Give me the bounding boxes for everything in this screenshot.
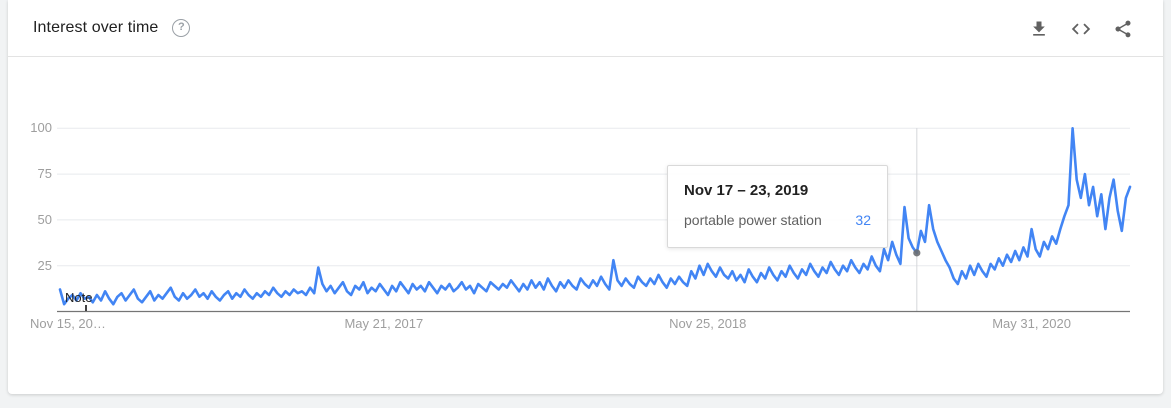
- download-button[interactable]: [1027, 17, 1051, 41]
- y-axis-tick-label: 50: [37, 211, 52, 227]
- y-axis-tick-label: 75: [37, 166, 52, 182]
- x-axis-tick-label: Nov 15, 20…: [30, 316, 106, 331]
- card-actions: [1027, 0, 1135, 57]
- interest-over-time-card: Interest over time ?: [8, 0, 1163, 394]
- share-button[interactable]: [1111, 17, 1135, 41]
- y-axis-tick-label: 100: [30, 120, 52, 136]
- note-annotation[interactable]: Note: [65, 290, 93, 305]
- x-axis-tick-label: May 21, 2017: [344, 316, 424, 331]
- x-axis-tick-label: May 31, 2020: [992, 316, 1071, 331]
- embed-button[interactable]: [1069, 17, 1093, 41]
- y-axis-tick-label: 25: [37, 257, 52, 273]
- card-title: Interest over time: [33, 19, 159, 36]
- tooltip-series-label: portable power station: [684, 212, 822, 228]
- note-annotation-tick: [85, 305, 87, 311]
- tooltip-value: 32: [855, 212, 871, 228]
- card-header: Interest over time ?: [8, 0, 1163, 57]
- share-icon: [1115, 20, 1131, 37]
- tooltip-row: portable power station 32: [684, 212, 871, 228]
- help-icon[interactable]: ?: [172, 19, 191, 37]
- code-embed-icon: [1071, 23, 1091, 34]
- chart-tooltip: Nov 17 – 23, 2019 portable power station…: [667, 165, 888, 248]
- x-axis-tick-label: Nov 25, 2018: [669, 316, 747, 331]
- tooltip-date: Nov 17 – 23, 2019: [684, 182, 809, 199]
- download-icon: [1033, 21, 1045, 36]
